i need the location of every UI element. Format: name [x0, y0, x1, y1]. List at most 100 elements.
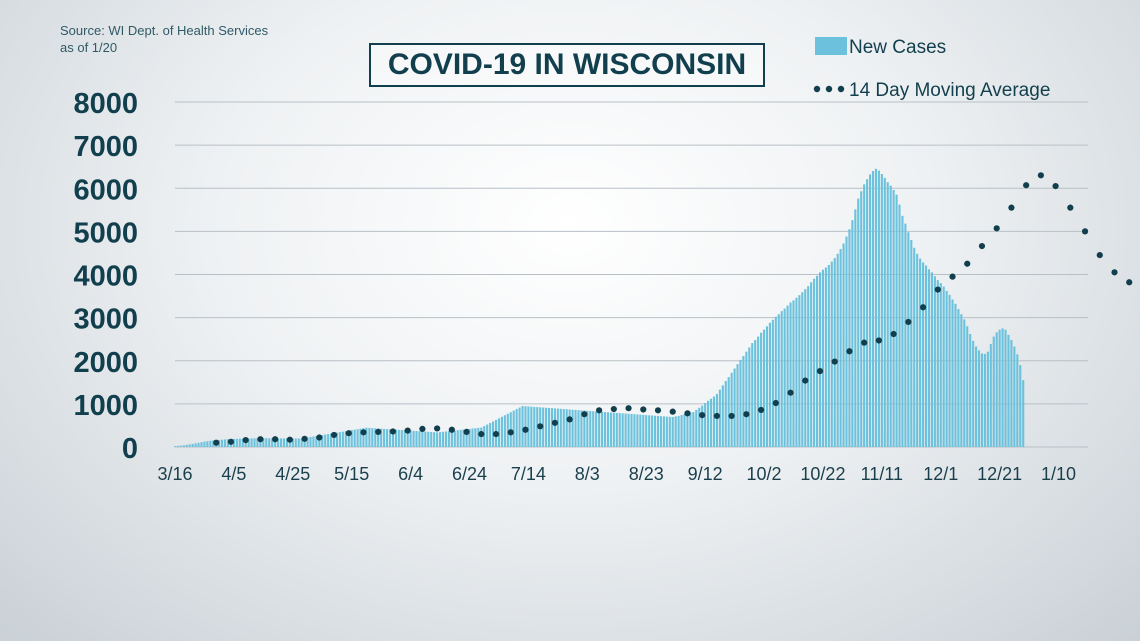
- legend: New Cases 14 Day Moving Average: [813, 37, 1050, 101]
- bar: [182, 445, 185, 447]
- bar: [736, 364, 739, 447]
- as-of-line: as of 1/20: [60, 40, 118, 55]
- chart-title: COVID-19 IN WISCONSIN: [387, 48, 747, 81]
- bar: [727, 377, 730, 447]
- bar: [795, 297, 798, 447]
- bar: [639, 414, 642, 447]
- bar: [901, 215, 904, 447]
- bar: [562, 409, 565, 447]
- bar: [886, 182, 889, 447]
- bar: [913, 247, 916, 447]
- y-tick-label: 3000: [73, 304, 138, 336]
- bar: [424, 431, 427, 447]
- bar: [707, 400, 710, 447]
- bar: [598, 411, 601, 447]
- average-dot: [846, 348, 853, 355]
- bar: [450, 430, 453, 447]
- bar: [783, 308, 786, 447]
- bar: [365, 427, 368, 447]
- average-dot: [404, 427, 411, 434]
- bar: [565, 409, 568, 447]
- bar: [963, 319, 966, 447]
- bar: [624, 413, 627, 447]
- bar: [600, 411, 604, 447]
- bar: [709, 398, 713, 447]
- bar: [347, 430, 350, 447]
- bar: [282, 438, 286, 447]
- bar: [300, 438, 303, 447]
- average-dot: [551, 419, 559, 426]
- bar: [830, 261, 833, 447]
- bar: [804, 289, 807, 447]
- x-tick-label: 10/2: [747, 464, 782, 484]
- bar: [436, 432, 439, 447]
- bar: [274, 438, 277, 447]
- bar: [677, 415, 680, 447]
- average-dot: [861, 339, 868, 346]
- bar: [792, 300, 795, 447]
- y-tick-label: 2000: [73, 347, 138, 379]
- bar: [718, 389, 721, 447]
- bar: [877, 170, 880, 447]
- bar: [668, 416, 671, 447]
- bar: [1004, 329, 1007, 447]
- bar: [459, 429, 462, 447]
- average-dot: [919, 304, 927, 311]
- bar: [942, 286, 945, 447]
- bar: [380, 428, 383, 447]
- bar: [757, 336, 760, 447]
- average-dot: [360, 429, 367, 436]
- bar: [385, 429, 389, 447]
- bar: [271, 438, 274, 447]
- bar: [857, 198, 860, 447]
- bar: [1019, 365, 1022, 447]
- average-dot: [286, 436, 293, 443]
- bar: [371, 428, 374, 447]
- bar: [391, 429, 395, 447]
- x-tick-label: 12/21: [977, 464, 1022, 484]
- bar: [712, 396, 716, 447]
- bar: [400, 430, 403, 447]
- bar: [503, 415, 506, 447]
- bar: [651, 415, 654, 447]
- average-dot: [640, 406, 647, 413]
- bar: [939, 283, 942, 447]
- bar: [238, 438, 241, 447]
- bar: [568, 409, 571, 447]
- average-dot: [1037, 172, 1044, 179]
- average-dot: [596, 407, 603, 414]
- bar: [1001, 328, 1004, 447]
- bar: [433, 432, 436, 447]
- legend-swatch-moving-average: [813, 85, 845, 93]
- bar: [889, 185, 892, 447]
- bar: [500, 416, 503, 447]
- bar: [768, 322, 771, 447]
- bar: [527, 406, 530, 447]
- bar: [533, 406, 536, 447]
- bar: [279, 438, 283, 447]
- average-dot: [713, 412, 721, 420]
- average-dot: [978, 242, 986, 250]
- bar: [444, 431, 448, 447]
- average-dot: [330, 431, 338, 439]
- legend-dot: [813, 85, 821, 93]
- bar: [818, 272, 822, 447]
- bar: [235, 438, 238, 447]
- bar: [580, 410, 583, 447]
- bar: [621, 413, 624, 447]
- bar: [936, 280, 939, 447]
- average-dot: [227, 438, 235, 445]
- new-cases-bars: [173, 168, 1025, 448]
- bar: [441, 431, 445, 447]
- bar: [595, 411, 598, 447]
- y-tick-label: 1000: [73, 390, 138, 422]
- bar: [636, 414, 639, 447]
- bar: [704, 403, 707, 447]
- bar: [518, 407, 521, 447]
- average-dot: [831, 358, 838, 365]
- bar: [789, 302, 792, 447]
- bar: [745, 351, 748, 447]
- average-dot: [699, 411, 706, 419]
- average-dot: [257, 436, 264, 443]
